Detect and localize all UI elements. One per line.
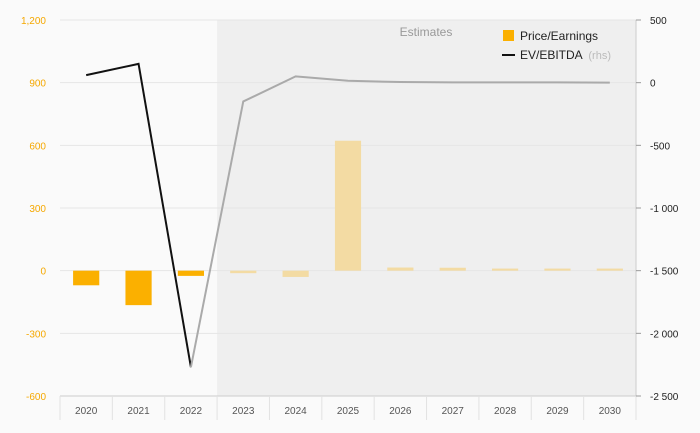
y-left-tick-label: 1,200 <box>21 16 46 27</box>
x-tick-label: 2023 <box>232 406 255 417</box>
x-tick-label: 2028 <box>494 406 517 417</box>
bar-price-earnings <box>230 270 257 274</box>
y-right-tick-label: -500 <box>650 141 670 152</box>
legend-ev-ebitda-suffix: (rhs) <box>588 50 611 62</box>
x-tick-label: 2022 <box>180 406 203 417</box>
y-right-tick-label: -1 500 <box>650 267 679 278</box>
x-tick-label: 2021 <box>127 406 150 417</box>
y-right-tick-label: -1 000 <box>650 204 679 215</box>
y-left-tick-label: 900 <box>29 79 46 90</box>
bar-price-earnings <box>544 268 571 271</box>
x-tick-label: 2020 <box>75 406 98 417</box>
y-right-tick-label: 500 <box>650 16 667 27</box>
line-ev-ebitda <box>85 62 610 368</box>
bar-price-earnings <box>439 267 466 271</box>
y-left-tick-label: -300 <box>26 329 46 340</box>
legend-ev-ebitda-name: EV/EBITDA <box>520 48 583 62</box>
y-left-tick-label: 600 <box>29 141 46 152</box>
bar-price-earnings <box>596 268 623 271</box>
x-tick-label: 2030 <box>599 406 622 417</box>
right-axis: -2 500 -2 000 -1 500 -1 000 -500 0 500 <box>635 16 679 403</box>
bar-price-earnings <box>282 270 309 277</box>
legend-swatch-price-earnings <box>503 30 514 41</box>
bars-price-earnings <box>73 140 623 306</box>
estimates-label: Estimates <box>400 25 453 39</box>
left-axis: -600 -300 0 300 600 900 1,200 <box>21 16 46 403</box>
bar-price-earnings <box>125 270 152 306</box>
line-ev-ebitda-estimate <box>189 75 610 368</box>
bar-price-earnings <box>492 268 519 271</box>
bar-price-earnings <box>73 270 100 286</box>
x-tick-label: 2026 <box>389 406 412 417</box>
y-left-tick-label: 300 <box>29 204 46 215</box>
x-tick-label: 2027 <box>442 406 465 417</box>
bar-price-earnings <box>387 267 414 271</box>
y-right-tick-label: -2 500 <box>650 392 679 403</box>
y-left-tick-label: -600 <box>26 392 46 403</box>
bar-price-earnings <box>334 140 362 271</box>
legend: Price/Earnings EV/EBITDA (rhs) <box>502 29 611 62</box>
x-tick-label: 2029 <box>546 406 569 417</box>
legend-label-ev-ebitda: EV/EBITDA (rhs) <box>520 48 611 62</box>
y-left-tick-label: 0 <box>40 267 46 278</box>
x-axis: 2020 2021 2022 2023 2024 2025 2026 2027 2028 2029… <box>59 395 637 420</box>
x-tick-label: 2025 <box>337 406 360 417</box>
legend-label-price-earnings: Price/Earnings <box>520 29 598 43</box>
x-tick-label: 2024 <box>285 406 308 417</box>
bar-price-earnings <box>177 270 204 276</box>
y-right-tick-label: 0 <box>650 79 656 90</box>
line-ev-ebitda-actual <box>85 62 192 368</box>
y-right-tick-label: -2 000 <box>650 329 679 340</box>
